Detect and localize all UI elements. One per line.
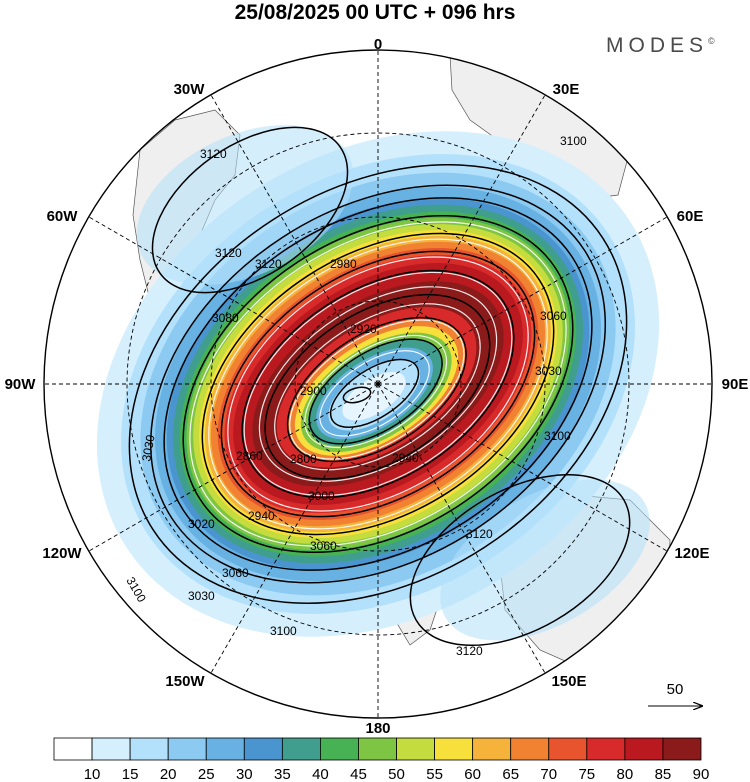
contour-label: 3100 — [560, 134, 587, 148]
lon-label-30w: 30W — [174, 81, 206, 98]
colorbar-tick-label: 80 — [617, 766, 634, 782]
lon-label-120w: 120W — [42, 545, 82, 562]
contour-label: 3120 — [255, 257, 282, 271]
colorbar-swatch — [472, 737, 512, 761]
contour-label: 3030 — [188, 589, 215, 603]
wind-streamlines — [189, 221, 567, 547]
contour-label: 3060 — [222, 566, 249, 580]
lon-label-60w: 60W — [47, 208, 79, 225]
contour-label: 2940 — [392, 451, 419, 465]
colorbar-tick-label: 65 — [502, 766, 519, 782]
contour-label: 2800 — [290, 452, 317, 466]
lon-label-150e: 150E — [551, 673, 586, 690]
reference-vector-label: 50 — [667, 681, 684, 698]
contour-label: 3060 — [540, 309, 567, 323]
contour-label: 2900 — [300, 384, 327, 398]
colorbar-tick-label: 85 — [655, 766, 672, 782]
lon-label-60e: 60E — [677, 208, 704, 225]
brand-name: MODES — [606, 34, 709, 57]
contour-label: 3030 — [535, 364, 562, 378]
lon-label-0: 0 — [374, 36, 382, 53]
colorbar-swatch — [129, 737, 169, 761]
colorbar-swatch — [320, 737, 359, 761]
colorbar-swatch — [548, 737, 588, 761]
map-boundary — [43, 49, 713, 719]
contour-label: 2860 — [236, 449, 263, 463]
colorbar-tick-label: 40 — [312, 766, 329, 782]
colorbar-tick-label: 15 — [122, 766, 139, 782]
colorbar-tick-label: 50 — [388, 766, 405, 782]
colorbar-tick-label: 55 — [426, 766, 443, 782]
colorbar-swatch — [510, 737, 550, 761]
colorbar-swatch — [205, 737, 245, 761]
colorbar-swatch — [243, 737, 283, 761]
graticule — [44, 50, 712, 718]
longitude-labels: 0 30E 60E 90E 120E 150E 180 150W 120W 90… — [5, 36, 749, 737]
secondary-shading — [136, 125, 650, 641]
colorbar-tick-label: 70 — [540, 766, 557, 782]
colorbar-swatch — [396, 737, 435, 761]
colorbar-tick-label: 30 — [236, 766, 253, 782]
lon-label-120e: 120E — [674, 545, 709, 562]
contour-label: 3030 — [139, 433, 157, 462]
colorbar-swatch — [624, 737, 664, 761]
colorbar-swatch — [281, 737, 321, 761]
contour-label: 3020 — [188, 517, 215, 531]
lon-label-150w: 150W — [165, 673, 205, 690]
colorbar-tick-label: 45 — [350, 766, 367, 782]
colorbar-tick-label: 20 — [160, 766, 177, 782]
colorbar-tick-label: 90 — [693, 766, 710, 782]
colorbar-swatch — [434, 737, 474, 761]
contour-label: 3100 — [544, 429, 571, 443]
colorbar-swatch — [91, 737, 131, 761]
contour-label: 2920 — [350, 322, 377, 336]
reference-vector: 50 — [648, 681, 702, 706]
colorbar-swatch — [167, 737, 207, 761]
map-title: 25/08/2025 00 UTC + 096 hrs — [234, 1, 516, 24]
colorbar-tick-label: 75 — [578, 766, 595, 782]
contour-label: 2980 — [330, 257, 357, 271]
lon-label-180: 180 — [365, 720, 390, 737]
contour-label: 3120 — [466, 527, 493, 541]
brand-logo: MODES© — [606, 34, 715, 58]
contour-label: 2940 — [248, 509, 275, 523]
colorbar-tick-label: 10 — [84, 766, 101, 782]
contour-label: 3080 — [212, 311, 239, 325]
contour-label: 3060 — [310, 539, 337, 553]
colorbar-tick-label: 25 — [198, 766, 215, 782]
contour-label: 3120 — [215, 246, 242, 260]
colorbar-tick-label: 35 — [274, 766, 291, 782]
lon-label-90w: 90W — [5, 376, 37, 393]
colorbar-swatch — [53, 737, 93, 761]
contour-label: 3100 — [270, 624, 297, 638]
contour-label: 3120 — [456, 644, 483, 658]
colorbar-swatch — [358, 737, 397, 761]
colorbar-swatch — [662, 737, 702, 761]
colorbar-tick-label: 60 — [464, 766, 481, 782]
contour-label: 3120 — [200, 147, 227, 161]
colorbar: 10 15 20 25 30 35 40 45 50 55 60 65 70 75 80 85 90 — [53, 737, 710, 782]
brand-mark: © — [708, 36, 715, 46]
lon-label-30e: 30E — [553, 81, 580, 98]
colorbar-swatch — [586, 737, 626, 761]
lon-label-90e: 90E — [722, 376, 749, 393]
height-contours — [128, 126, 631, 647]
contour-label: 3000 — [308, 489, 335, 503]
